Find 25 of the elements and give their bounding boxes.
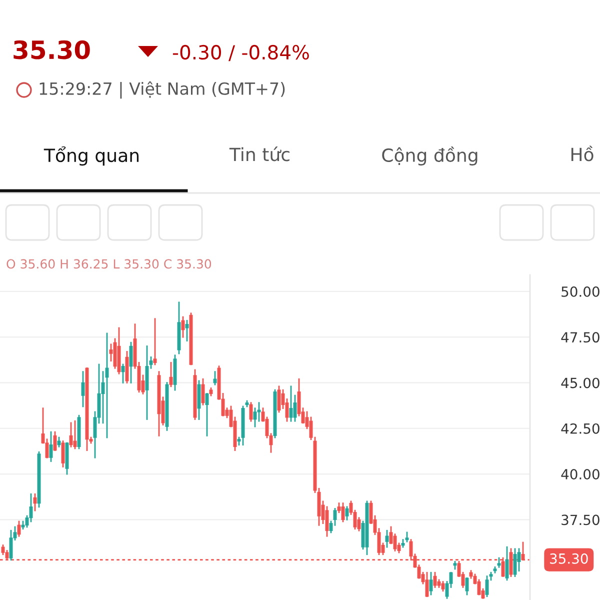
y-tick-label: 45.00 xyxy=(561,378,600,388)
y-tick-label: 50.00 xyxy=(562,286,600,297)
candlestick xyxy=(1,544,5,556)
y-tick-label: 37.50 xyxy=(562,514,600,526)
text: Hồ xyxy=(571,146,594,162)
candlestick xyxy=(385,530,389,548)
text: -0.30 / -0.84% xyxy=(172,44,309,62)
candlestick xyxy=(405,532,409,542)
ref-line-label: 35.30 xyxy=(550,553,588,564)
text: 35.30 xyxy=(14,40,90,60)
candlestick xyxy=(441,581,445,592)
candlestick xyxy=(213,371,217,386)
text: Cộng đồng xyxy=(382,146,478,166)
y-tick-label: 40.00 xyxy=(561,468,600,480)
candlestick xyxy=(257,402,261,422)
text: 15:29:27 | Việt Nam (GMT+7) xyxy=(40,81,285,99)
candlestick xyxy=(497,557,501,568)
y-tick-label: 42.50 xyxy=(561,423,600,434)
text: Tổng quan xyxy=(44,146,139,166)
candlestick xyxy=(149,356,153,369)
candlestick xyxy=(153,318,157,366)
text: Tin tức xyxy=(229,146,290,162)
y-tick-label: 47.50 xyxy=(561,332,600,343)
candlestick xyxy=(185,320,189,342)
text: O 35.60 H 36.25 L 35.30 C 35.30 xyxy=(6,259,212,269)
